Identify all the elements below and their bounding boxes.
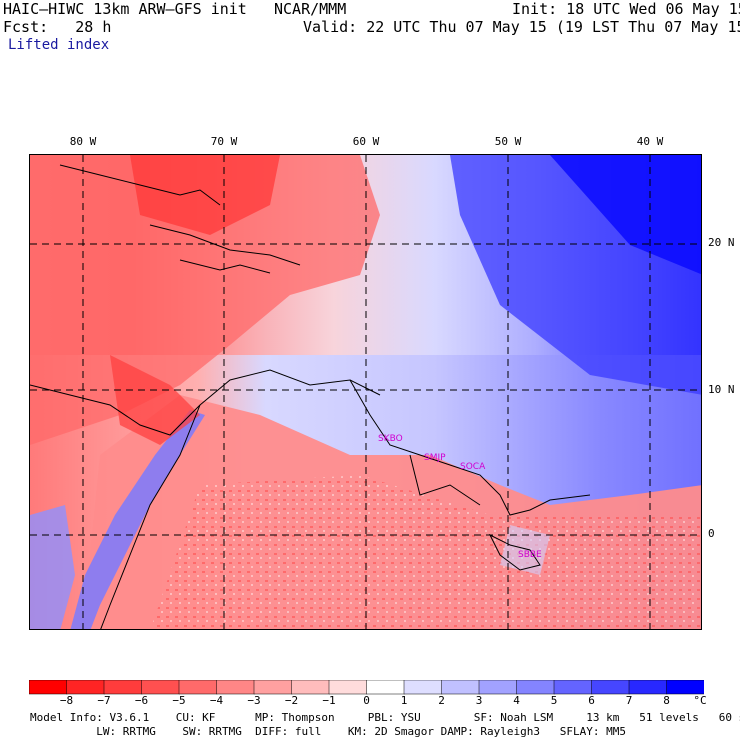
station-sbbe: SBBE [518, 550, 542, 560]
lon-label-40w: 40 W [636, 135, 664, 148]
colorbar-swatch [516, 679, 555, 695]
graticule [30, 155, 701, 629]
colorbar-swatch [591, 679, 630, 695]
lat-label-0: 0 [708, 527, 715, 540]
colorbar-unit: °C [693, 694, 707, 707]
colorbar-swatch [328, 679, 368, 695]
colorbar-tick-label: −3 [247, 694, 261, 707]
colorbar-swatch [216, 679, 255, 695]
colorbar-swatch [441, 679, 480, 695]
station-smjp: SMJP [424, 453, 446, 463]
map-canvas: SKBO SMJP SOCA SBBE [30, 155, 701, 629]
colorbar-tick-label: −6 [134, 694, 149, 707]
lon-label-80w: 80 W [69, 135, 97, 148]
colorbar-tick-label: −2 [284, 694, 299, 707]
colorbar-tick-label: −8 [59, 694, 74, 707]
colorbar-tick-label: 3 [475, 694, 483, 707]
colorbar-swatch [628, 679, 668, 695]
colorbar-tick-label: −5 [172, 694, 186, 707]
colorbar-tick-label: 7 [625, 694, 633, 707]
colorbar-swatch [178, 679, 218, 695]
lat-label-10n: 10 N [708, 383, 735, 396]
lon-label-60w: 60 W [352, 135, 380, 148]
coastlines [30, 164, 591, 629]
colorbar [28, 679, 705, 700]
colorbar-swatches [28, 679, 705, 695]
model-title: HAIC–HIWC 13km ARW–GFS init [3, 0, 247, 18]
field-name: Lifted index [8, 37, 110, 53]
colorbar-swatch [253, 679, 293, 695]
colorbar-tick-label: 5 [550, 694, 558, 707]
valid-time: Valid: 22 UTC Thu 07 May 15 (19 LST Thu … [303, 18, 740, 36]
station-skbo: SKBO [378, 434, 403, 444]
colorbar-swatch [478, 679, 518, 695]
init-time: Init: 18 UTC Wed 06 May 15 [512, 0, 740, 18]
colorbar-tick-label: −4 [209, 694, 224, 707]
lon-label-70w: 70 W [210, 135, 238, 148]
colorbar-swatch [103, 679, 143, 695]
colorbar-tick-label: 0 [363, 694, 370, 707]
colorbar-swatch [366, 679, 405, 695]
colorbar-swatch [403, 679, 443, 695]
lifted-index-map: SKBO SMJP SOCA SBBE [29, 154, 702, 630]
colorbar-swatch [553, 679, 593, 695]
lat-label-20n: 20 N [708, 236, 735, 249]
colorbar-tick-label: 1 [400, 694, 408, 707]
model-info-line2: LW: RRTMG SW: RRTMG DIFF: full KM: 2D Sm… [30, 725, 627, 738]
colorbar-swatch [66, 679, 105, 695]
model-info-line1: Model Info: V3.6.1 CU: KF MP: Thompson P… [30, 711, 740, 724]
organization-label: NCAR/MMM [274, 0, 347, 18]
colorbar-tick-label: 4 [513, 694, 520, 707]
colorbar-swatch [141, 679, 180, 695]
colorbar-tick-label: −7 [97, 694, 111, 707]
colorbar-tick-label: 8 [663, 694, 670, 707]
colorbar-tick-label: 2 [438, 694, 445, 707]
colorbar-tick-label: 6 [588, 694, 595, 707]
colorbar-swatch [291, 679, 330, 695]
lon-label-50w: 50 W [494, 135, 522, 148]
colorbar-tick-label: −1 [322, 694, 336, 707]
colorbar-swatch [28, 679, 68, 695]
forecast-hour: Fcst: 28 h [3, 18, 112, 36]
colorbar-swatch [666, 679, 705, 695]
station-soca: SOCA [460, 462, 486, 472]
